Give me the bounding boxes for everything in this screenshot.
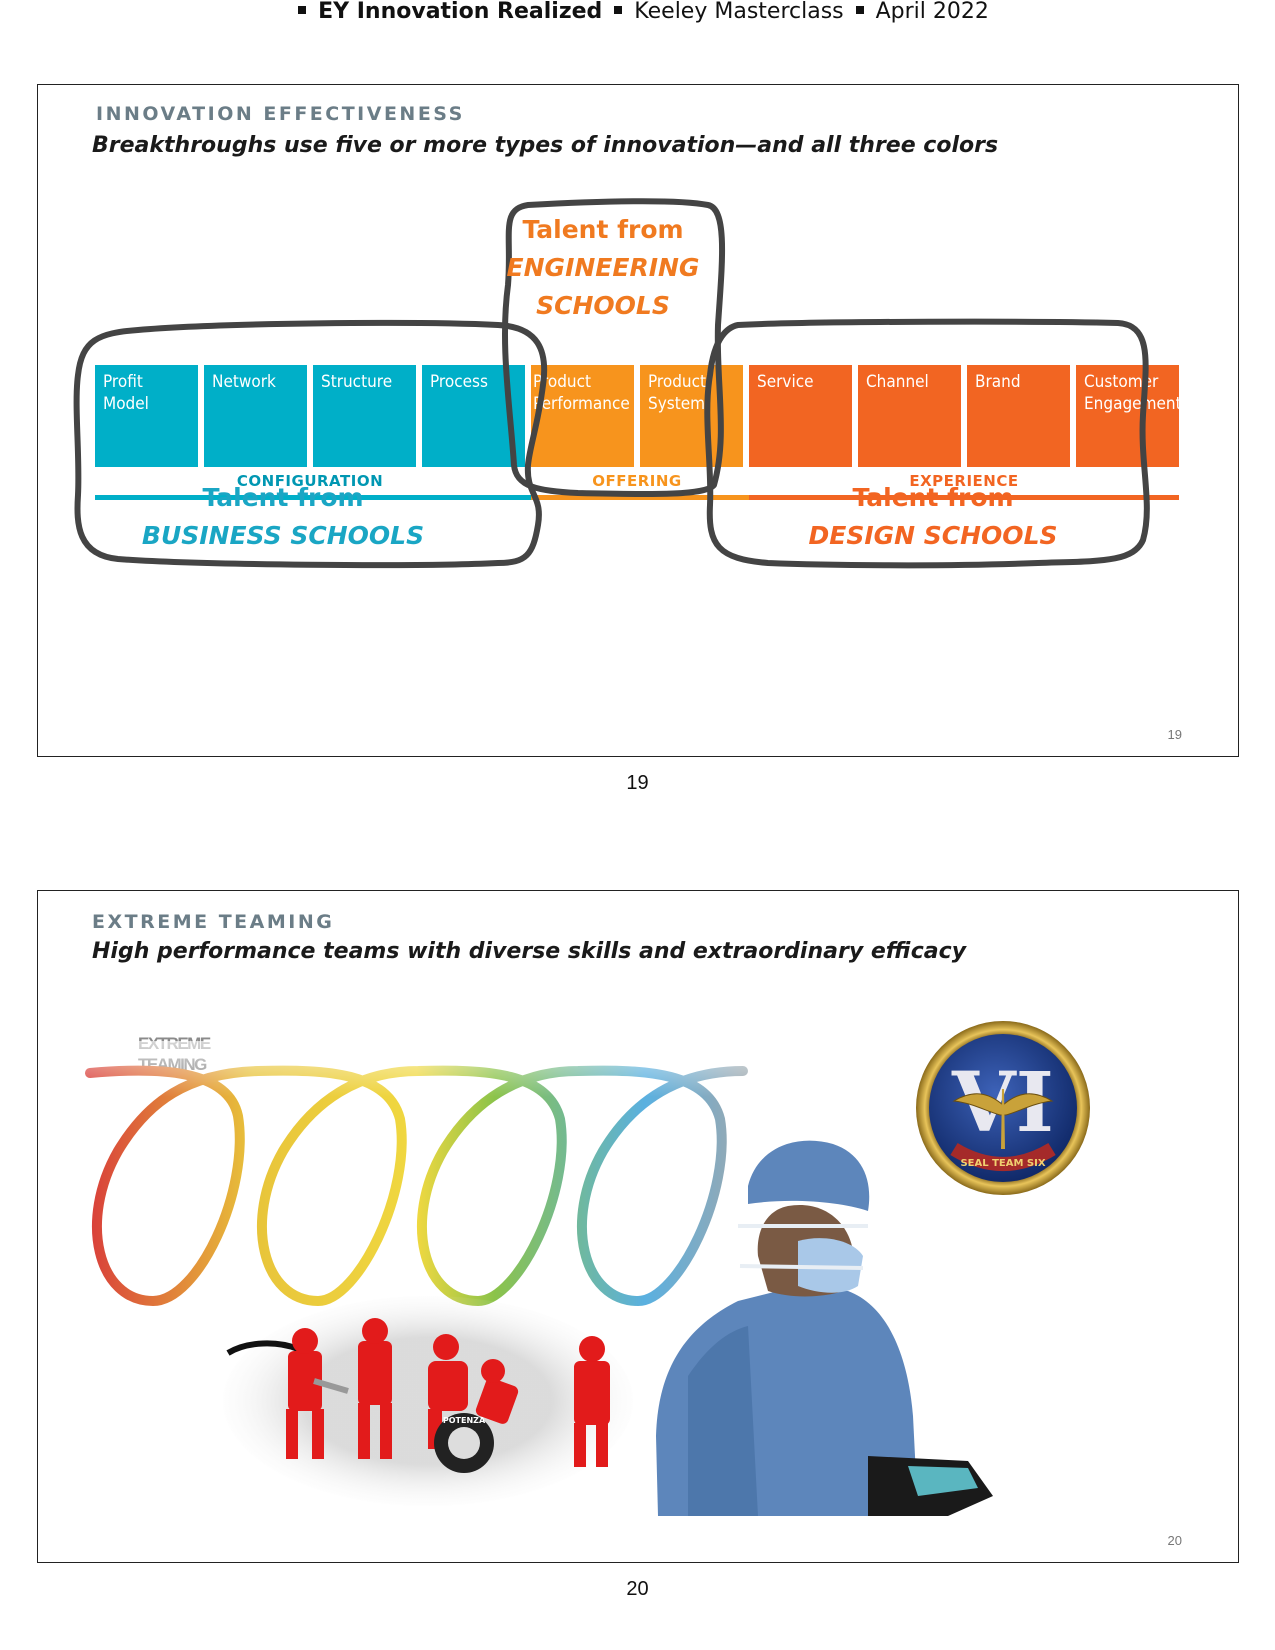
tile-profit-model: Profit Model — [95, 365, 198, 467]
seal-text: SEAL TEAM SIX — [960, 1158, 1045, 1169]
tile-channel: Channel — [858, 365, 961, 467]
talent-business-line2: BUSINESS SCHOOLS — [141, 521, 425, 550]
talent-design-line1: Talent from — [852, 483, 1014, 512]
slide-subtitle: Breakthroughs use five or more types of … — [92, 133, 999, 158]
slide-kicker: INNOVATION EFFECTIVENESS — [96, 103, 465, 125]
slide-subtitle: High performance teams with diverse skil… — [92, 939, 967, 964]
seal-team-six-emblem: VI SEAL TEAM SIX — [916, 1021, 1090, 1195]
talent-business-line1: Talent from — [202, 483, 364, 512]
tile-service: Service — [749, 365, 852, 467]
slide-innovation-effectiveness: INNOVATION EFFECTIVENESS Breakthroughs u… — [37, 84, 1239, 757]
tile-customer-engagement: Customer Engagement — [1076, 365, 1179, 467]
slide-number: 20 — [1167, 1533, 1182, 1548]
talent-engineering: Talent from ENGINEERING SCHOOLS — [498, 211, 708, 325]
tile-product-system: Product System — [640, 365, 743, 467]
category-bar-offering — [531, 495, 749, 500]
category-offering: OFFERING — [592, 472, 682, 490]
tire-text: POTENZA — [443, 1416, 486, 1425]
slide-kicker: EXTREME TEAMING — [92, 911, 335, 933]
talent-engineering-line2: ENGINEERING — [506, 253, 700, 282]
talent-business: Talent from BUSINESS SCHOOLS — [128, 479, 438, 555]
extreme-teaming-swirl — [78, 1041, 758, 1307]
talent-design: Talent from DESIGN SCHOOLS — [783, 479, 1083, 555]
pit-crew-image: POTENZA — [223, 1296, 633, 1506]
header-date: April 2022 — [875, 0, 989, 24]
bullet-square-icon — [298, 6, 307, 14]
page-number: 19 — [626, 772, 649, 794]
talent-design-line2: DESIGN SCHOOLS — [808, 521, 1058, 550]
header-course: Keeley Masterclass — [634, 0, 844, 24]
talent-engineering-line3: SCHOOLS — [536, 291, 670, 320]
page-number: 20 — [626, 1578, 649, 1600]
tile-product-performance: Product Performance — [531, 365, 634, 467]
bullet-square-icon — [855, 6, 864, 14]
talent-engineering-line1: Talent from — [522, 215, 684, 244]
slide-number: 19 — [1167, 727, 1182, 742]
tile-structure: Structure — [313, 365, 416, 467]
tile-process: Process — [422, 365, 525, 467]
tile-network: Network — [204, 365, 307, 467]
tile-brand: Brand — [967, 365, 1070, 467]
page-header: EY Innovation Realized Keeley Masterclass… — [0, 0, 1275, 28]
slide-extreme-teaming: EXTREME TEAMING High performance teams w… — [37, 890, 1239, 1563]
bullet-square-icon — [614, 6, 623, 14]
surgeon-image — [656, 1140, 993, 1516]
header-title: EY Innovation Realized — [318, 0, 603, 24]
